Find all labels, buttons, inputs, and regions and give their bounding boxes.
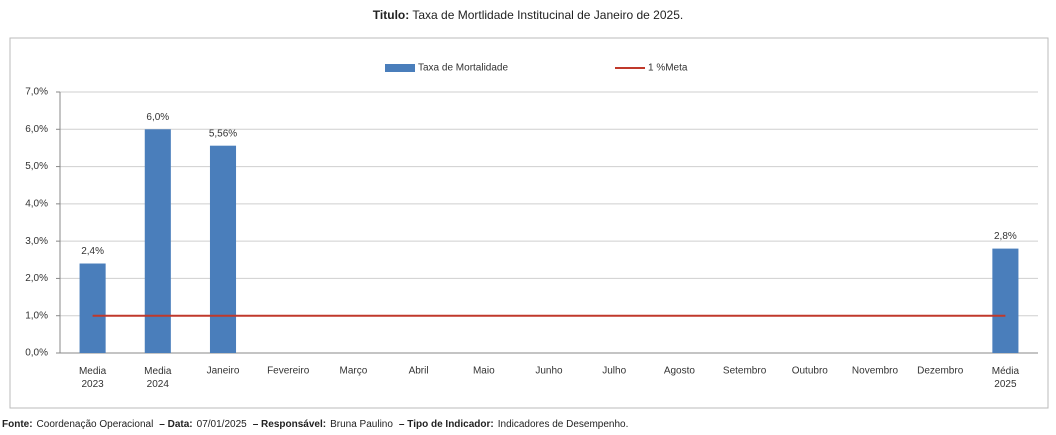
y-tick-label: 6,0% xyxy=(25,124,48,135)
data-label: 6,0% xyxy=(146,112,169,123)
x-tick-label: Agosto xyxy=(664,366,696,377)
data-label: 2,4% xyxy=(81,246,104,257)
y-tick-label: 2,0% xyxy=(25,273,48,284)
y-tick-label: 7,0% xyxy=(25,87,48,98)
legend-swatch xyxy=(385,64,415,72)
footer-text: Bruna Paulino xyxy=(330,419,393,430)
footer-label: – Data: xyxy=(159,419,192,430)
footer-text: 07/01/2025 xyxy=(197,419,247,430)
bar xyxy=(79,263,106,353)
chart-title: Taxa de Mortlidade Institucinal de Janei… xyxy=(412,8,683,22)
y-tick-label: 1,0% xyxy=(25,310,48,321)
y-tick-label: 4,0% xyxy=(25,198,48,209)
legend-label: 1 %Meta xyxy=(648,63,688,74)
footer-label: Fonte: xyxy=(2,419,33,430)
x-tick-label: Dezembro xyxy=(917,366,964,377)
bar xyxy=(144,129,171,353)
x-tick-label: Media 2023 xyxy=(79,366,107,390)
footer-label: – Tipo de Indicador: xyxy=(399,419,494,430)
x-tick-label: Outubro xyxy=(792,366,829,377)
x-tick-label: Julho xyxy=(602,366,626,377)
x-tick-label: Média 2025 xyxy=(992,366,1020,390)
legend-label: Taxa de Mortalidade xyxy=(418,63,508,74)
x-tick-label: Março xyxy=(340,366,368,377)
data-label: 5,56% xyxy=(209,128,237,139)
footer-text: Coordenação Operacional xyxy=(37,419,154,430)
title-label: Titulo: xyxy=(373,8,409,22)
x-tick-label: Junho xyxy=(535,366,563,377)
x-tick-label: Janeiro xyxy=(207,366,240,377)
x-tick-label: Abril xyxy=(409,366,429,377)
chart-frame xyxy=(9,37,1049,409)
footer-text: Indicadores de Desempenho. xyxy=(498,419,629,430)
bar xyxy=(209,145,237,353)
y-tick-label: 5,0% xyxy=(25,161,48,172)
x-tick-label: Setembro xyxy=(723,366,767,377)
bar xyxy=(992,248,1019,353)
data-label: 2,8% xyxy=(994,231,1017,242)
y-tick-label: 3,0% xyxy=(25,236,48,247)
y-tick-label: 0,0% xyxy=(25,348,48,359)
footer-label: – Responsável: xyxy=(253,419,326,430)
chart-title-row: Titulo: Taxa de Mortlidade Institucinal … xyxy=(373,8,683,22)
x-tick-label: Media 2024 xyxy=(144,366,172,390)
x-tick-label: Fevereiro xyxy=(267,366,310,377)
x-tick-label: Novembro xyxy=(852,366,899,377)
x-tick-label: Maio xyxy=(473,366,495,377)
footer: Fonte: Coordenação Operacional – Data: 07/0… xyxy=(2,419,628,430)
